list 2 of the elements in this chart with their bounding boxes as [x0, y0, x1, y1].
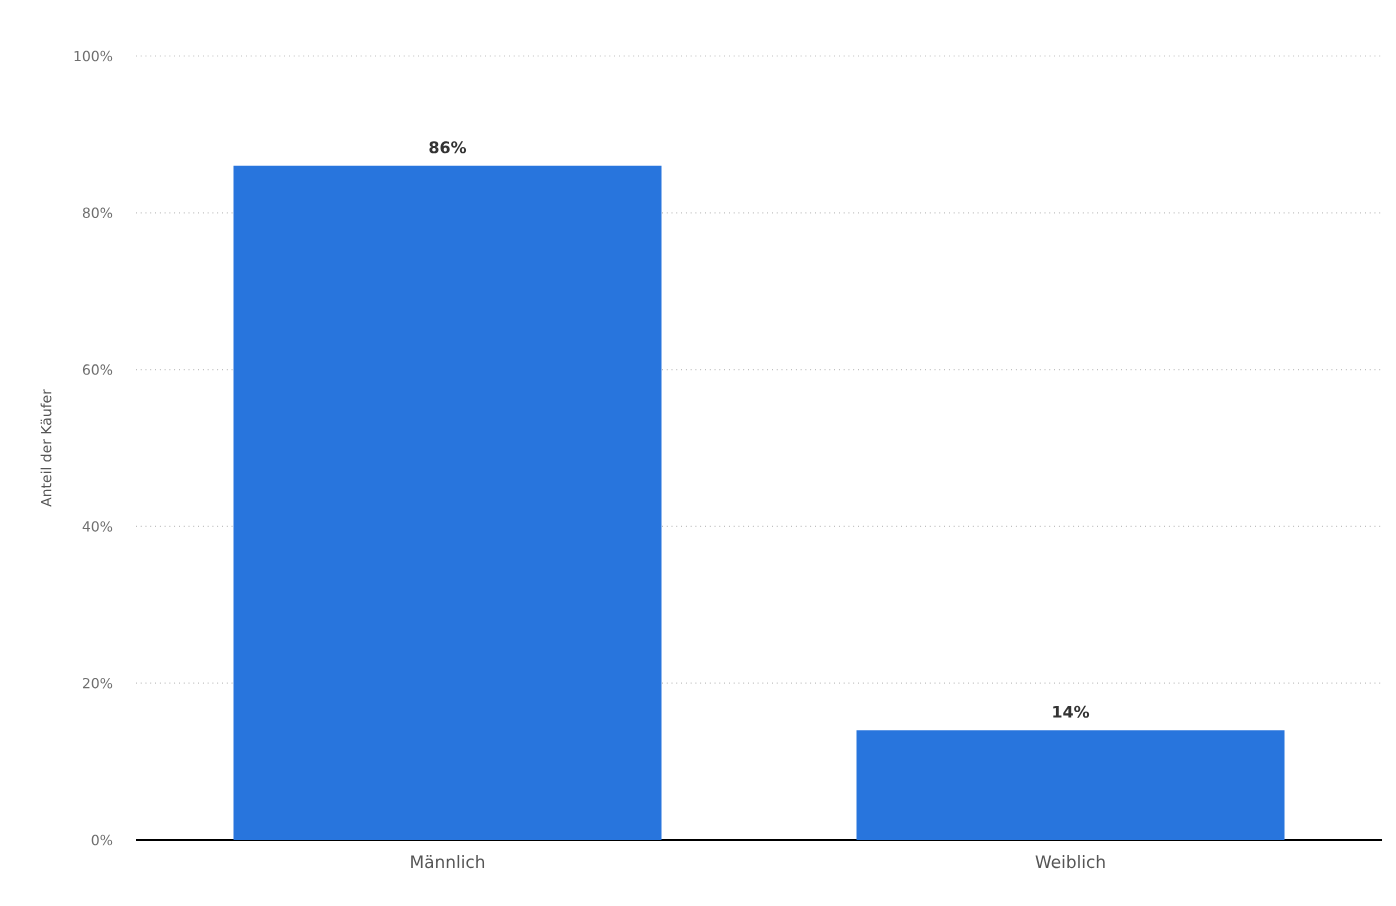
- x-tick-label: Männlich: [411, 855, 485, 869]
- x-tick-label: Weiblich: [1035, 855, 1105, 869]
